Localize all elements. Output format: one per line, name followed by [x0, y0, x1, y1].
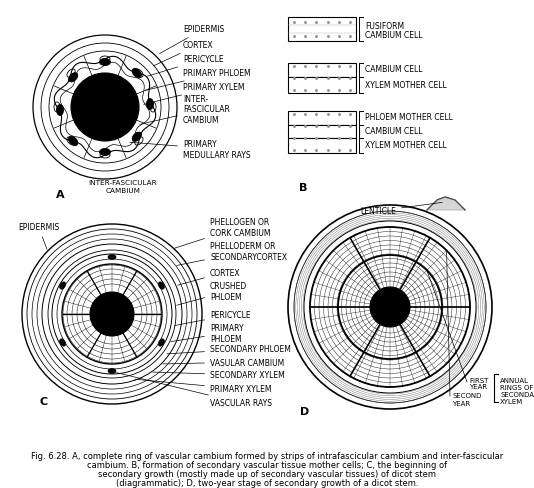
Text: YEAR: YEAR [452, 400, 470, 406]
Text: XYLEM: XYLEM [500, 398, 523, 404]
Ellipse shape [124, 302, 130, 309]
Text: ANNUAL: ANNUAL [500, 377, 529, 383]
Text: CORTEX: CORTEX [153, 41, 214, 67]
Text: PRIMARY XYLEM: PRIMARY XYLEM [135, 380, 271, 394]
Text: SECONDARY XYLEM: SECONDARY XYLEM [153, 371, 285, 380]
Text: PRIMARY XYLEM: PRIMARY XYLEM [144, 83, 245, 105]
Circle shape [71, 74, 139, 142]
Text: (diagrammatic); D, two-year stage of secondary growth of a dicot stem.: (diagrammatic); D, two-year stage of sec… [116, 478, 418, 487]
Ellipse shape [387, 290, 394, 294]
Ellipse shape [159, 339, 164, 346]
Text: CRUSHED
PHLOEM: CRUSHED PHLOEM [177, 282, 247, 305]
Text: VASULAR CAMBIUM: VASULAR CAMBIUM [163, 358, 284, 367]
Text: B: B [299, 183, 307, 193]
Ellipse shape [68, 137, 78, 146]
Bar [288, 64, 356, 78]
Text: VASCULAR RAYS: VASCULAR RAYS [117, 373, 272, 407]
Text: PHELLOGEN OR
CORK CAMBIUM: PHELLOGEN OR CORK CAMBIUM [175, 218, 271, 249]
Ellipse shape [60, 339, 66, 346]
Text: SECOND: SECOND [452, 392, 481, 398]
Ellipse shape [132, 69, 142, 79]
Ellipse shape [387, 320, 394, 325]
Text: CAMBIUM CELL: CAMBIUM CELL [365, 127, 422, 136]
Ellipse shape [159, 282, 164, 289]
Text: YEAR: YEAR [469, 383, 487, 389]
Bar [288, 78, 356, 94]
Text: INTER-FASCICULAR: INTER-FASCICULAR [89, 180, 158, 185]
Text: RINGS OF: RINGS OF [500, 384, 533, 390]
Text: EPIDERMIS: EPIDERMIS [160, 25, 224, 55]
Text: FUSIFORM: FUSIFORM [365, 22, 404, 31]
Bar [288, 139, 356, 154]
Text: XYLEM MOTHER CELL: XYLEM MOTHER CELL [365, 81, 447, 90]
Text: PERICYCLE: PERICYCLE [148, 55, 224, 77]
Text: C: C [40, 396, 48, 406]
Ellipse shape [95, 302, 100, 309]
Text: PRIMARY
PHLOEM: PRIMARY PHLOEM [171, 324, 244, 343]
Text: CAMBIUM CELL: CAMBIUM CELL [365, 31, 422, 40]
Text: CAMBIUM: CAMBIUM [106, 187, 140, 194]
Ellipse shape [374, 312, 380, 318]
Text: PITH: PITH [102, 310, 122, 319]
Ellipse shape [57, 105, 64, 116]
Ellipse shape [132, 133, 142, 142]
Ellipse shape [108, 295, 116, 300]
Ellipse shape [99, 60, 111, 66]
Text: PRIMARY PHLOEM: PRIMARY PHLOEM [146, 69, 250, 91]
Ellipse shape [68, 74, 78, 83]
Ellipse shape [124, 319, 130, 326]
Ellipse shape [374, 297, 380, 303]
Text: Fig. 6.28. A, complete ring of vascular cambium formed by strips of intrafascicu: Fig. 6.28. A, complete ring of vascular … [31, 451, 503, 460]
Text: SECONDARY: SECONDARY [500, 391, 534, 397]
Text: A: A [56, 190, 64, 200]
Text: cambium. B, formation of secondary vascular tissue mother cells; C, the beginnin: cambium. B, formation of secondary vascu… [87, 460, 447, 469]
Circle shape [90, 292, 134, 336]
Text: PITH: PITH [380, 303, 400, 312]
Ellipse shape [108, 255, 116, 260]
Text: PERICYCLE: PERICYCLE [175, 311, 250, 326]
Ellipse shape [60, 282, 66, 289]
Text: secondary growth (mostly made up of secondary vascular tissues) of dicot stem: secondary growth (mostly made up of seco… [98, 469, 436, 478]
Ellipse shape [146, 99, 153, 110]
Ellipse shape [400, 297, 405, 303]
Text: PRIMARY
MEDULLARY RAYS: PRIMARY MEDULLARY RAYS [130, 140, 250, 160]
Bar [288, 112, 356, 126]
Text: EPIDERMIS: EPIDERMIS [18, 223, 59, 250]
Ellipse shape [99, 149, 111, 156]
Text: CORTEX: CORTEX [178, 268, 241, 285]
Ellipse shape [108, 369, 116, 374]
Bar [288, 126, 356, 139]
Text: FIRST: FIRST [469, 377, 489, 383]
Text: LENTICLE: LENTICLE [360, 203, 442, 216]
Text: D: D [301, 406, 310, 416]
Text: INTER-
FASCICULAR
CAMBIUM: INTER- FASCICULAR CAMBIUM [140, 95, 230, 125]
Circle shape [370, 287, 410, 327]
Text: SECONDARY PHLOEM: SECONDARY PHLOEM [167, 345, 291, 354]
Polygon shape [427, 198, 465, 210]
Text: XYLEM MOTHER CELL: XYLEM MOTHER CELL [365, 141, 447, 150]
Bar [288, 18, 356, 42]
Text: CAMBIUM CELL: CAMBIUM CELL [365, 64, 422, 73]
Text: PHLOEM MOTHER CELL: PHLOEM MOTHER CELL [365, 113, 453, 122]
Ellipse shape [400, 312, 405, 318]
Text: PITH: PITH [95, 103, 115, 112]
Ellipse shape [95, 319, 100, 326]
Ellipse shape [108, 329, 116, 334]
Text: PHELLODERM OR
SECONDARYCORTEX: PHELLODERM OR SECONDARYCORTEX [177, 242, 287, 266]
